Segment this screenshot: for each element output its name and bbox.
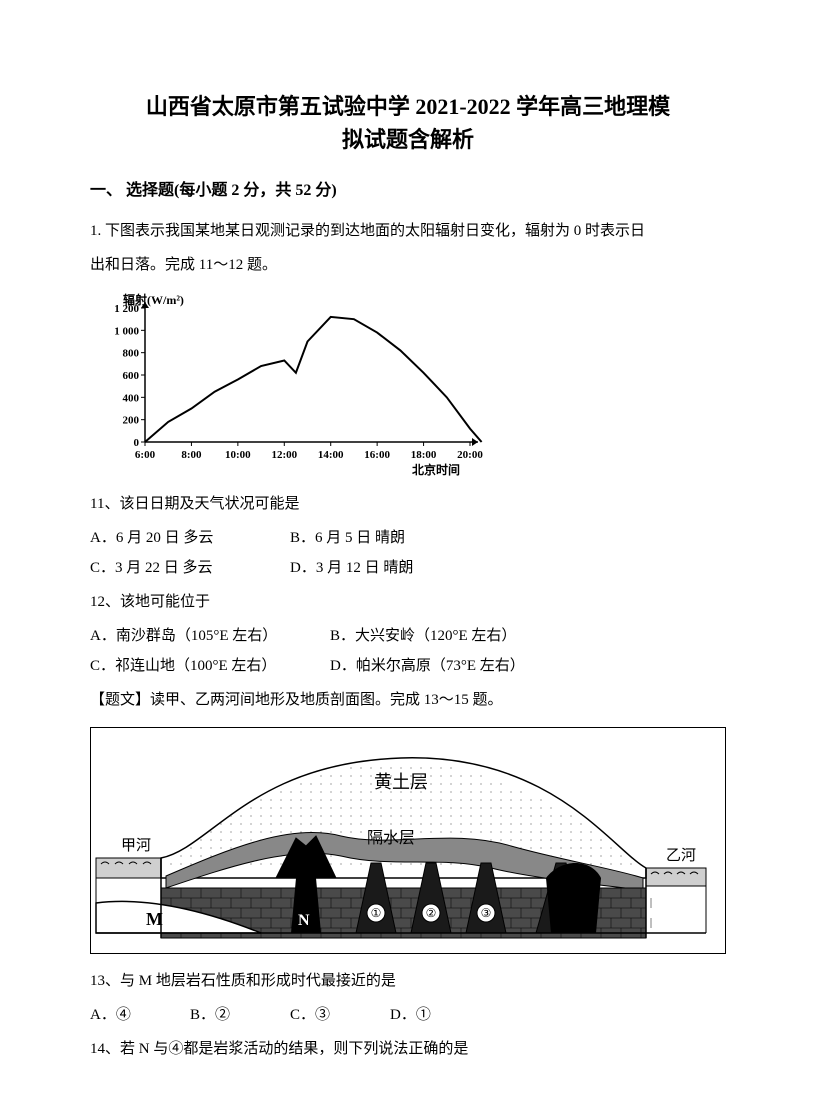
q12-row2: C．祁连山地（100°E 左右） D．帕米尔高原（73°E 左右） [90, 651, 726, 681]
svg-text:400: 400 [123, 392, 140, 404]
q12-opt-b: B．大兴安岭（120°E 左右） [330, 621, 570, 651]
svg-text:800: 800 [123, 348, 140, 360]
q13-stem: 13、与 M 地层岩石性质和形成时代最接近的是 [90, 966, 726, 996]
svg-text:北京时间: 北京时间 [412, 462, 460, 477]
q11-row2: C．3 月 22 日 多云 D．3 月 12 日 晴朗 [90, 553, 726, 583]
svg-text:6:00: 6:00 [135, 449, 156, 461]
title-line1: 山西省太原市第五试验中学 2021-2022 学年高三地理模 [146, 94, 670, 119]
q11-row1: A．6 月 20 日 多云 B．6 月 5 日 晴朗 [90, 523, 726, 553]
q14-stem: 14、若 N 与④都是岩浆活动的结果，则下列说法正确的是 [90, 1034, 726, 1064]
section-1-header: 一、 选择题(每小题 2 分，共 52 分) [90, 176, 726, 200]
q13-opt-a: A．④ [90, 1000, 190, 1030]
svg-text:辐射(W/m²): 辐射(W/m²) [123, 292, 184, 307]
page: 山西省太原市第五试验中学 2021-2022 学年高三地理模 拟试题含解析 一、… [0, 0, 816, 1108]
q13-opt-b: B．② [190, 1000, 290, 1030]
q11-opt-b: B．6 月 5 日 晴朗 [290, 523, 490, 553]
svg-text:12:00: 12:00 [271, 449, 297, 461]
q13-row: A．④ B．② C．③ D．① [90, 1000, 726, 1030]
q11-opt-d: D．3 月 12 日 晴朗 [290, 553, 490, 583]
title-line2: 拟试题含解析 [342, 127, 474, 152]
svg-text:隔水层: 隔水层 [367, 829, 415, 847]
svg-text:N: N [298, 912, 310, 929]
q11-stem: 11、该日日期及天气状况可能是 [90, 489, 726, 519]
svg-text:14:00: 14:00 [318, 449, 344, 461]
svg-text:黄土层: 黄土层 [374, 772, 428, 792]
q1-intro-line1: 1. 下图表示我国某地某日观测记录的到达地面的太阳辐射日变化，辐射为 0 时表示… [90, 216, 726, 246]
svg-text:600: 600 [123, 370, 140, 382]
svg-text:乙河: 乙河 [666, 847, 696, 864]
svg-text:③: ③ [481, 906, 492, 920]
q12-opt-a: A．南沙群岛（105°E 左右） [90, 621, 330, 651]
geology-diagram: ①②③④黄土层隔水层甲河乙河MN [90, 727, 726, 954]
q13-opt-d: D．① [390, 1000, 490, 1030]
svg-text:8:00: 8:00 [181, 449, 202, 461]
svg-text:18:00: 18:00 [411, 449, 437, 461]
q12-row1: A．南沙群岛（105°E 左右） B．大兴安岭（120°E 左右） [90, 621, 726, 651]
q11-opt-a: A．6 月 20 日 多云 [90, 523, 290, 553]
svg-text:①: ① [371, 906, 382, 920]
svg-text:1 000: 1 000 [114, 325, 139, 337]
q12-stem: 12、该地可能位于 [90, 587, 726, 617]
q12-opt-c: C．祁连山地（100°E 左右） [90, 651, 330, 681]
svg-text:20:00: 20:00 [457, 449, 483, 461]
geology-diagram-svg: ①②③④黄土层隔水层甲河乙河MN [91, 728, 711, 948]
radiation-chart: 02004006008001 0001 2006:008:0010:0012:0… [90, 290, 726, 485]
radiation-chart-svg: 02004006008001 0001 2006:008:0010:0012:0… [90, 290, 490, 480]
svg-text:②: ② [426, 906, 437, 920]
q1-intro-line2: 出和日落。完成 11～12 题。 [90, 250, 726, 280]
section2-intro: 【题文】读甲、乙两河间地形及地质剖面图。完成 13～15 题。 [90, 685, 726, 715]
svg-text:0: 0 [134, 437, 140, 449]
svg-text:甲河: 甲河 [121, 837, 151, 854]
svg-text:16:00: 16:00 [364, 449, 390, 461]
svg-text:200: 200 [123, 415, 140, 427]
q11-opt-c: C．3 月 22 日 多云 [90, 553, 290, 583]
q13-opt-c: C．③ [290, 1000, 390, 1030]
svg-text:M: M [146, 909, 163, 929]
q12-opt-d: D．帕米尔高原（73°E 左右） [330, 651, 570, 681]
doc-title: 山西省太原市第五试验中学 2021-2022 学年高三地理模 拟试题含解析 [90, 90, 726, 156]
svg-text:10:00: 10:00 [225, 449, 251, 461]
